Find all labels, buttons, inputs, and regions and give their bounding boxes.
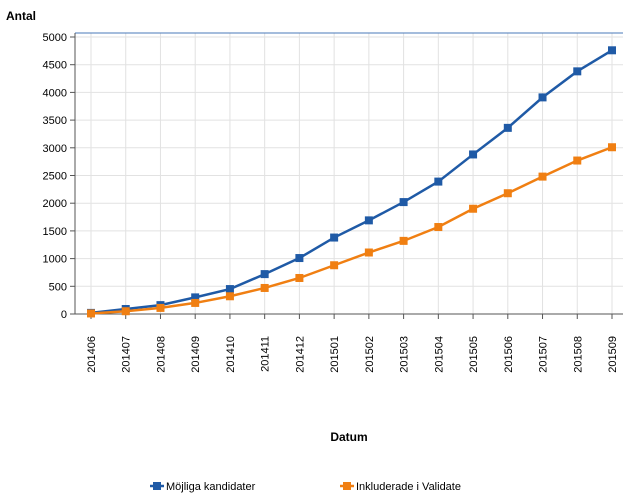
point xyxy=(469,204,478,213)
point xyxy=(364,248,373,257)
y-tick-label: 0 xyxy=(61,309,67,321)
x-tick-label: 201410 xyxy=(225,336,237,373)
point xyxy=(225,292,234,301)
legend-marker xyxy=(153,482,161,490)
point xyxy=(260,283,269,292)
point xyxy=(225,285,234,294)
point xyxy=(364,216,373,225)
point xyxy=(608,143,616,152)
x-tick-label: 201407 xyxy=(121,336,133,373)
x-tick-label: 201406 xyxy=(86,336,98,373)
x-tick-label: 201409 xyxy=(190,336,202,373)
x-tick-label: 201501 xyxy=(329,336,341,373)
point xyxy=(295,273,304,282)
point xyxy=(573,67,582,76)
x-tick-label: 201412 xyxy=(294,336,306,373)
point xyxy=(434,177,443,186)
point xyxy=(260,270,269,279)
y-tick-label: 3000 xyxy=(43,143,67,155)
x-axis-title: Datum xyxy=(330,430,367,444)
y-tick-label: 2000 xyxy=(43,198,67,210)
series-line xyxy=(90,146,613,315)
point xyxy=(121,307,130,316)
y-tick-label: 5000 xyxy=(43,32,67,44)
point xyxy=(469,150,478,159)
x-tick-label: 201506 xyxy=(503,336,515,373)
y-tick-label: 4500 xyxy=(43,60,67,72)
y-tick-label: 2500 xyxy=(43,171,67,183)
x-tick-label: 201504 xyxy=(433,336,445,373)
point xyxy=(399,236,408,245)
point xyxy=(330,261,339,270)
y-axis-title: Antal xyxy=(6,9,36,23)
point xyxy=(191,293,200,302)
x-tick-label: 201507 xyxy=(538,336,550,373)
x-tick-label: 201505 xyxy=(468,336,480,373)
point xyxy=(538,93,547,102)
legend-marker xyxy=(343,482,351,490)
y-tick-label: 1000 xyxy=(43,254,67,266)
x-tick-label: 201408 xyxy=(155,336,167,373)
y-tick-label: 1500 xyxy=(43,226,67,238)
y-tick-label: 500 xyxy=(49,281,67,293)
point xyxy=(573,156,582,165)
point xyxy=(191,298,200,307)
point xyxy=(503,123,512,132)
point xyxy=(434,223,443,232)
point xyxy=(538,172,547,181)
x-tick-label: 201509 xyxy=(607,336,619,373)
y-tick-label: 3500 xyxy=(43,115,67,127)
y-tick-label: 4000 xyxy=(43,87,67,99)
point xyxy=(399,198,408,207)
point xyxy=(295,254,304,263)
point xyxy=(608,46,616,55)
x-tick-label: 201503 xyxy=(399,336,411,373)
point xyxy=(156,303,165,312)
x-tick-label: 201411 xyxy=(260,336,272,372)
point xyxy=(330,233,339,242)
series-line xyxy=(90,49,613,315)
legend-label: Möjliga kandidater xyxy=(166,481,256,493)
x-tick-label: 201508 xyxy=(572,336,584,373)
point xyxy=(87,309,95,318)
legend-label: Inkluderade i Validate xyxy=(356,481,461,493)
x-tick-label: 201502 xyxy=(364,336,376,373)
point xyxy=(503,189,512,198)
